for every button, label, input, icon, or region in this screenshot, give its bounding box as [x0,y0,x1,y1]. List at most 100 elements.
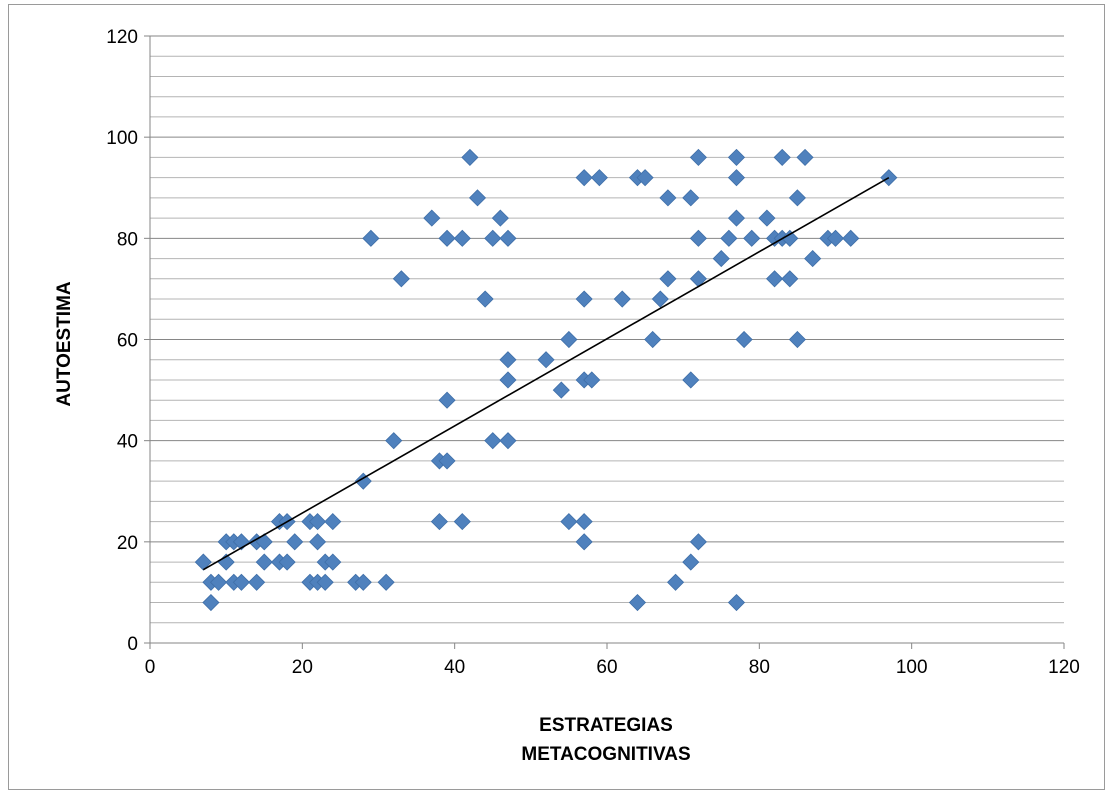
data-points [194,148,898,612]
chart-frame: 0 20 40 60 80 100 120 0 20 40 60 80 100 120 ESTRATEG… [8,4,1105,790]
data-point [575,290,593,308]
data-point [682,189,700,207]
data-point [720,229,738,247]
data-point [461,148,479,166]
data-point [453,229,471,247]
data-point [758,209,776,227]
data-point [712,250,730,268]
data-point [278,553,296,571]
data-point [560,513,578,531]
data-point [438,391,456,409]
trendline-group [202,176,890,571]
data-point [727,169,746,187]
y-tick-label: 40 [117,432,138,453]
data-point [377,573,395,591]
data-point [689,148,707,166]
x-tick-label: 60 [596,657,617,678]
data-point [324,513,342,531]
y-tick-label: 20 [117,533,138,554]
data-point [476,290,494,308]
data-point [651,290,669,308]
data-point [430,513,448,531]
data-point [766,270,784,288]
data-point [499,371,517,389]
data-point [689,270,707,288]
data-point [309,533,327,551]
data-point [659,270,677,288]
x-tick-label: 80 [749,657,770,678]
data-point [484,229,502,247]
data-point [209,573,228,591]
data-point [613,290,631,308]
data-point [484,432,502,450]
data-point [194,553,212,571]
data-point [826,229,845,247]
data-point [583,371,601,389]
data-point [499,351,517,369]
data-point [727,593,746,612]
data-point [743,229,761,247]
scatter-chart: 0 20 40 60 80 100 120 0 20 40 60 80 100 120 ESTRATEG… [54,27,1080,765]
data-point [628,593,647,612]
trendline [202,176,890,571]
data-point [392,270,410,288]
data-point [309,513,327,531]
data-point [438,452,456,470]
x-axis-title-line-2: METACOGNITIVAS [521,744,690,765]
data-point [689,229,707,247]
data-point [491,209,509,227]
y-tick-label: 60 [117,331,138,352]
data-point [248,573,266,591]
data-point [804,250,822,268]
y-tick-label: 120 [106,27,138,48]
data-point [499,229,517,247]
x-tick-label: 120 [1048,657,1080,678]
data-point [575,513,593,531]
y-tick-label: 80 [117,229,138,250]
x-tick-label: 40 [444,657,465,678]
x-axis-title-line-1: ESTRATEGIAS [539,715,673,736]
data-point [354,472,372,490]
data-point [781,229,799,247]
data-point [232,573,250,591]
data-point [781,270,799,288]
data-point [788,330,806,349]
data-point [202,593,220,612]
y-axis-title: AUTOESTIMA [54,281,75,407]
data-point [316,573,334,591]
data-point [385,432,403,450]
data-point [659,189,677,207]
x-tick-labels: 0 20 40 60 80 100 120 [145,657,1080,678]
data-point [735,330,753,349]
data-point [286,533,304,551]
data-point [666,573,685,591]
y-tick-label: 0 [127,634,138,655]
data-point [552,381,570,399]
x-tick-label: 0 [145,657,156,678]
data-point [590,169,608,187]
data-point [727,209,746,227]
y-tick-label: 100 [106,128,138,149]
data-point [575,169,593,187]
data-point [537,351,555,369]
data-point [727,148,746,166]
data-point [796,148,814,166]
data-point [636,169,654,187]
data-point [689,533,707,551]
data-point [423,209,441,227]
data-point [842,229,860,247]
gridlines [150,35,1064,624]
data-point [560,330,578,349]
data-point [362,229,380,247]
data-point [453,513,471,531]
data-point [788,189,806,207]
data-point [499,432,517,450]
data-point [575,533,593,551]
data-point [354,573,372,591]
data-point [255,553,273,571]
data-point [682,553,700,571]
axes [144,35,1065,649]
data-point [644,330,662,349]
data-point [438,229,456,247]
y-tick-labels: 0 20 40 60 80 100 120 [106,27,138,655]
